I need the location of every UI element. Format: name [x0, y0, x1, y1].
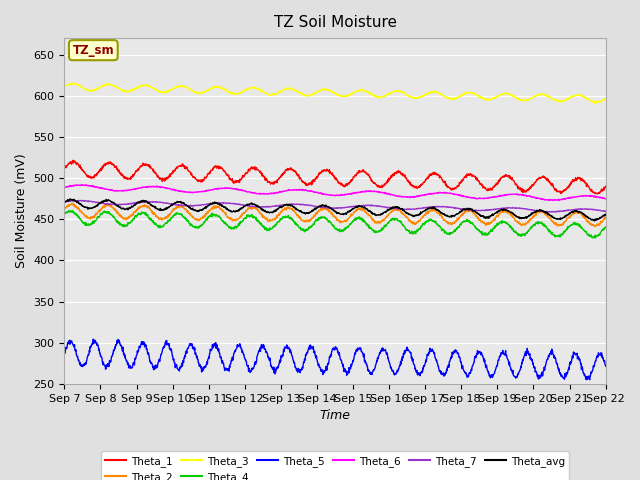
- Theta_2: [61, 206, 68, 212]
- Theta_5: [125, 365, 132, 371]
- Theta_6: [602, 196, 609, 202]
- Theta_2: [602, 215, 609, 220]
- Theta_7: [61, 199, 68, 204]
- Theta_avg: [125, 205, 132, 211]
- Line: Theta_1: Theta_1: [65, 160, 605, 194]
- Theta_6: [61, 184, 68, 190]
- Theta_1: [291, 168, 298, 174]
- Theta_5: [301, 352, 309, 358]
- Theta_4: [590, 235, 598, 241]
- Theta_3: [61, 83, 68, 89]
- Theta_6: [78, 182, 86, 188]
- Theta_avg: [103, 197, 111, 203]
- Text: TZ_sm: TZ_sm: [72, 44, 114, 57]
- Theta_1: [61, 165, 68, 170]
- Theta_avg: [591, 218, 598, 224]
- Theta_avg: [369, 211, 376, 217]
- Theta_1: [312, 176, 319, 181]
- Theta_2: [103, 201, 111, 207]
- Theta_5: [602, 363, 609, 369]
- Theta_2: [70, 201, 77, 206]
- Theta_6: [125, 187, 132, 193]
- Theta_5: [90, 336, 97, 342]
- Theta_4: [312, 218, 319, 224]
- Theta_2: [369, 218, 376, 224]
- Theta_4: [301, 227, 309, 233]
- Theta_3: [312, 90, 319, 96]
- Theta_1: [103, 161, 111, 167]
- Theta_1: [369, 179, 376, 185]
- Theta_3: [591, 100, 598, 106]
- Theta_4: [125, 220, 132, 226]
- Line: Theta_avg: Theta_avg: [65, 199, 605, 221]
- Theta_1: [125, 176, 132, 181]
- Theta_5: [291, 360, 298, 365]
- Theta_3: [602, 96, 609, 102]
- Theta_7: [545, 209, 552, 215]
- Theta_7: [125, 201, 132, 207]
- Line: Theta_7: Theta_7: [65, 200, 605, 212]
- Theta_4: [602, 224, 609, 230]
- Theta_avg: [291, 204, 298, 210]
- Theta_5: [312, 353, 319, 359]
- Theta_4: [291, 219, 298, 225]
- Theta_6: [103, 186, 111, 192]
- Theta_4: [103, 210, 111, 216]
- Line: Theta_2: Theta_2: [65, 204, 605, 227]
- Theta_7: [77, 197, 84, 203]
- Legend: Theta_1, Theta_2, Theta_3, Theta_4, Theta_5, Theta_6, Theta_7, Theta_avg: Theta_1, Theta_2, Theta_3, Theta_4, Thet…: [100, 452, 569, 480]
- Theta_2: [291, 208, 298, 214]
- Theta_avg: [312, 205, 319, 211]
- Theta_5: [61, 348, 68, 354]
- Theta_5: [369, 369, 376, 375]
- Theta_2: [125, 214, 132, 219]
- Theta_3: [301, 93, 309, 99]
- X-axis label: Time: Time: [319, 409, 351, 422]
- Theta_5: [103, 362, 111, 368]
- Theta_7: [291, 201, 298, 207]
- Theta_6: [312, 190, 319, 195]
- Theta_2: [312, 211, 319, 217]
- Theta_3: [125, 89, 132, 95]
- Y-axis label: Soil Moisture (mV): Soil Moisture (mV): [15, 154, 28, 268]
- Theta_1: [301, 182, 309, 188]
- Theta_3: [291, 86, 298, 92]
- Theta_5: [586, 377, 593, 383]
- Line: Theta_4: Theta_4: [65, 211, 605, 238]
- Theta_6: [291, 187, 298, 193]
- Theta_6: [369, 189, 376, 194]
- Theta_2: [301, 218, 309, 224]
- Theta_7: [369, 203, 376, 208]
- Theta_6: [549, 198, 557, 204]
- Theta_7: [312, 204, 319, 209]
- Theta_avg: [301, 211, 309, 217]
- Theta_7: [103, 201, 111, 207]
- Theta_avg: [602, 211, 609, 217]
- Theta_avg: [61, 199, 68, 204]
- Theta_7: [301, 202, 309, 208]
- Theta_4: [65, 208, 73, 214]
- Theta_1: [593, 191, 601, 197]
- Theta_7: [602, 208, 609, 214]
- Line: Theta_6: Theta_6: [65, 185, 605, 201]
- Theta_4: [369, 228, 376, 233]
- Title: TZ Soil Moisture: TZ Soil Moisture: [273, 15, 397, 30]
- Theta_3: [103, 82, 111, 87]
- Theta_3: [70, 80, 78, 86]
- Theta_1: [602, 183, 609, 189]
- Theta_6: [301, 187, 309, 192]
- Theta_4: [61, 210, 68, 216]
- Theta_avg: [67, 196, 74, 202]
- Theta_2: [591, 224, 599, 229]
- Line: Theta_5: Theta_5: [65, 339, 605, 380]
- Theta_3: [369, 92, 376, 98]
- Line: Theta_3: Theta_3: [65, 83, 605, 103]
- Theta_1: [69, 157, 77, 163]
